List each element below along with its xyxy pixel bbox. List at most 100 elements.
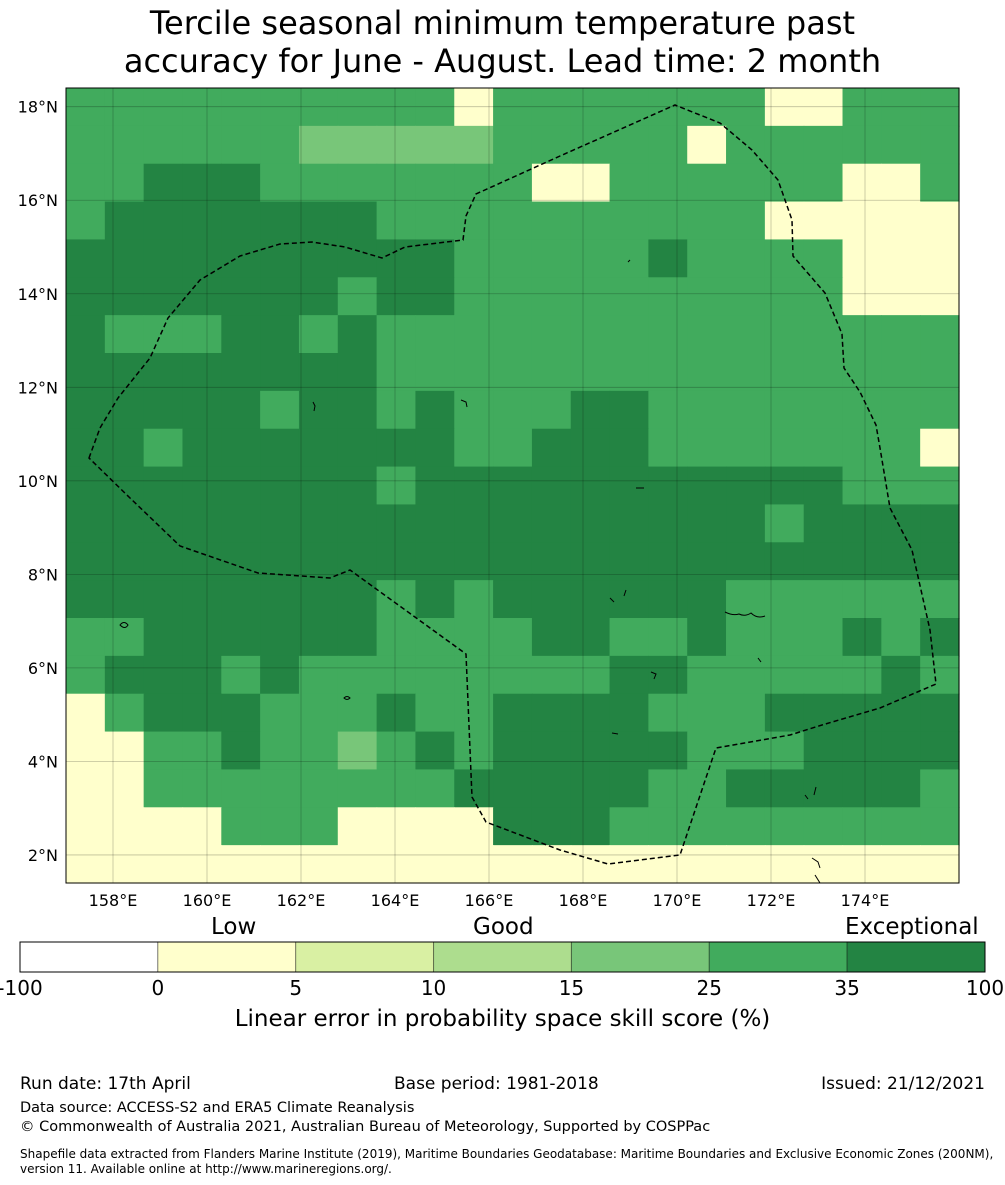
skill-cell <box>260 731 300 771</box>
skill-cell <box>764 353 805 392</box>
skill-cell <box>298 428 339 468</box>
shapefile-credit-line-1: Shapefile data extracted from Flanders M… <box>20 1147 994 1161</box>
skill-cell <box>260 353 300 392</box>
island <box>611 732 619 735</box>
longitude-label: 174°E <box>841 891 890 910</box>
skill-cell <box>803 125 844 165</box>
skill-cell <box>143 807 184 846</box>
skill-cell <box>376 428 417 468</box>
skill-cell <box>298 580 339 619</box>
skill-cell <box>298 618 339 657</box>
longitude-label: 166°E <box>465 891 514 910</box>
skill-cell <box>221 315 261 354</box>
skill-cell <box>570 353 611 392</box>
skill-cell <box>182 769 222 808</box>
skill-cell <box>687 390 727 430</box>
skill-cell <box>493 201 533 241</box>
skill-cell <box>726 504 766 543</box>
skill-cell <box>609 580 649 619</box>
shapefile-credit-line-2: version 11. Available online at http://w… <box>20 1162 392 1176</box>
skill-cell <box>531 693 572 733</box>
island <box>811 857 821 869</box>
skill-cell <box>260 580 300 619</box>
skill-cell <box>182 390 222 430</box>
skill-cell <box>570 390 611 430</box>
skill-cell <box>648 125 688 165</box>
skill-cell <box>143 315 184 354</box>
skill-cell <box>337 277 378 316</box>
skill-cell <box>182 239 222 278</box>
skill-cell <box>803 163 844 203</box>
skill-cell <box>842 580 882 619</box>
skill-cell <box>376 693 417 733</box>
skill-cell <box>648 693 688 733</box>
skill-cell <box>337 580 378 619</box>
skill-cell <box>104 201 145 241</box>
skill-cell <box>842 655 882 695</box>
skill-cell <box>454 277 494 316</box>
skill-cell <box>881 353 921 392</box>
skill-cell <box>842 353 882 392</box>
skill-cell <box>531 655 572 695</box>
skill-cell <box>260 390 300 430</box>
skill-cell <box>221 580 261 619</box>
skill-cell <box>570 807 611 846</box>
skill-cell <box>531 315 572 354</box>
skill-cell <box>764 769 805 808</box>
skill-cell <box>726 239 766 278</box>
skill-cell <box>337 731 378 771</box>
island <box>814 874 821 884</box>
skill-cell <box>803 769 844 808</box>
skill-cell <box>66 125 106 165</box>
skill-cell <box>415 731 455 771</box>
skill-cell <box>609 390 649 430</box>
skill-cell <box>143 655 184 695</box>
skill-cell <box>415 163 455 203</box>
skill-cell <box>376 845 417 884</box>
skill-cell <box>920 88 960 127</box>
skill-cell <box>66 542 106 581</box>
skill-cell <box>687 655 727 695</box>
skill-cell <box>221 125 261 165</box>
skill-cell <box>260 163 300 203</box>
skill-cell <box>415 125 455 165</box>
skill-cell <box>143 277 184 316</box>
skill-cell <box>66 731 106 771</box>
skill-cell <box>493 125 533 165</box>
skill-cell <box>104 731 145 771</box>
skill-cell <box>376 353 417 392</box>
skill-cell <box>531 466 572 506</box>
skill-cell <box>881 163 921 203</box>
skill-cell <box>881 201 921 241</box>
skill-cell <box>726 88 766 127</box>
colorbar-segment <box>846 941 986 973</box>
shapefile-credit: Shapefile data extracted from Flanders M… <box>20 1147 993 1177</box>
skill-cell <box>221 731 261 771</box>
skill-cell <box>182 315 222 354</box>
skill-cell <box>376 125 417 165</box>
skill-cell <box>182 353 222 392</box>
skill-cell <box>104 618 145 657</box>
skill-cell <box>842 618 882 657</box>
skill-cell <box>842 769 882 808</box>
longitude-label: 170°E <box>653 891 702 910</box>
skill-cell <box>531 504 572 543</box>
skill-cell <box>842 315 882 354</box>
skill-cell <box>570 693 611 733</box>
skill-cell <box>415 239 455 278</box>
skill-cell <box>920 353 960 392</box>
skill-cell <box>842 542 882 581</box>
skill-cell <box>764 277 805 316</box>
skill-cell <box>376 807 417 846</box>
skill-cell <box>726 655 766 695</box>
colorbar-segment <box>708 941 848 973</box>
skill-cell <box>764 390 805 430</box>
skill-cell <box>221 845 261 884</box>
skill-cell <box>764 807 805 846</box>
skill-cell <box>764 618 805 657</box>
skill-cell <box>66 315 106 354</box>
skill-cell <box>454 315 494 354</box>
skill-cell <box>260 845 300 884</box>
skill-cell <box>260 807 300 846</box>
skill-cell <box>493 466 533 506</box>
